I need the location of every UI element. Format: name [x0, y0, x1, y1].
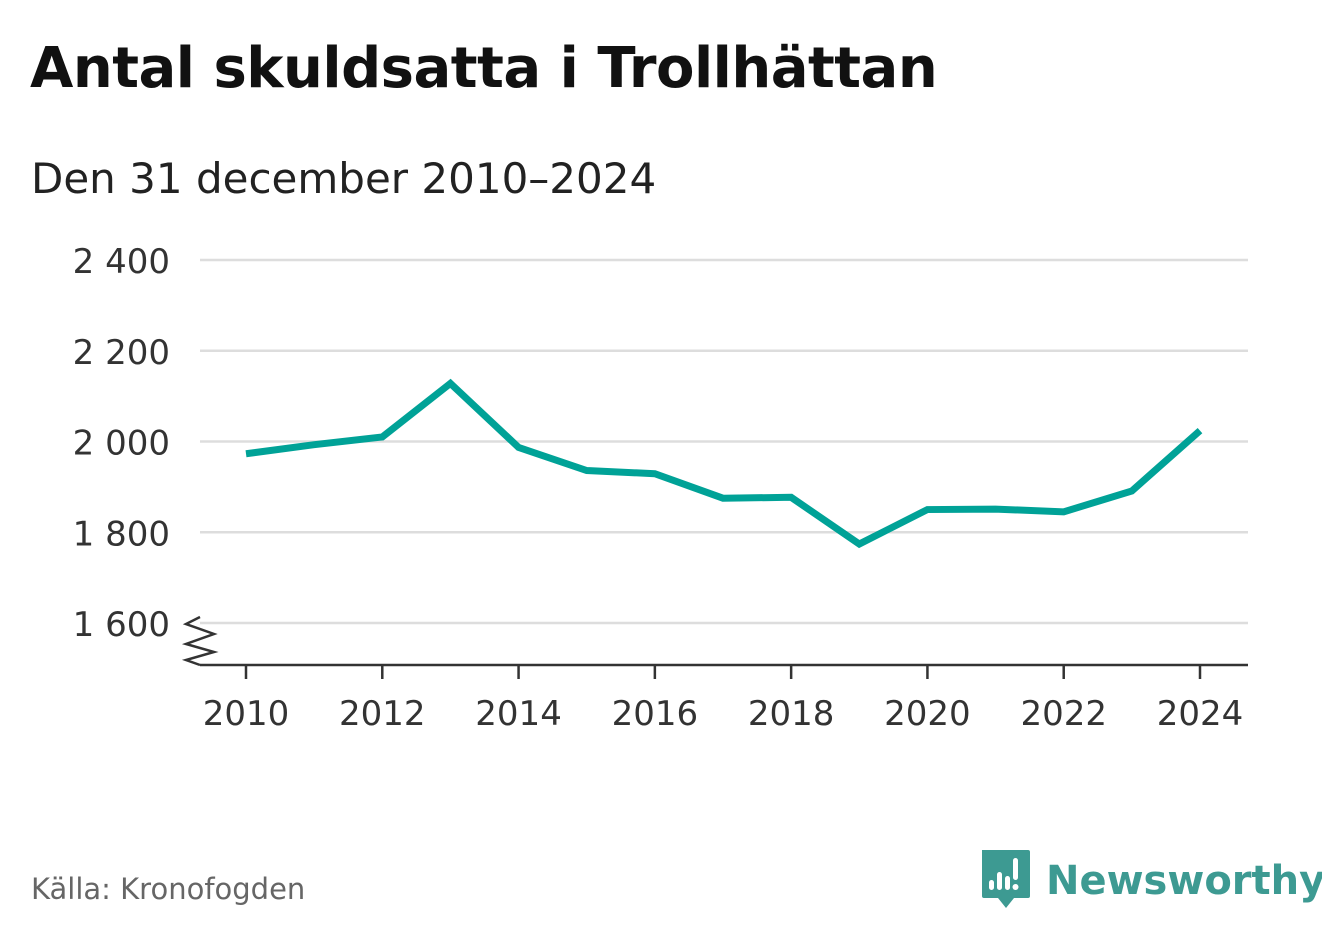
y-tick-label: 2 400 [73, 242, 170, 282]
chart-subtitle: Den 31 december 2010–2024 [31, 154, 657, 203]
y-tick-label: 1 800 [73, 514, 170, 554]
newsworthy-logo: Newsworthy [980, 850, 1322, 912]
y-tick-label: 2 000 [73, 424, 170, 464]
chart-title: Antal skuldsatta i Trollhättan [30, 36, 938, 101]
x-axis [181, 615, 1248, 667]
y-tick-label: 1 600 [73, 605, 170, 645]
x-tick-label: 2020 [884, 694, 971, 734]
y-tick-label: 2 200 [73, 333, 170, 373]
x-tick-label: 2018 [748, 694, 835, 734]
x-tick-label: 2022 [1020, 694, 1107, 734]
x-tick-label: 2024 [1157, 694, 1244, 734]
x-tick-label: 2012 [339, 694, 426, 734]
gridlines [200, 258, 1248, 625]
logo-text: Newsworthy [1046, 858, 1322, 904]
x-tick-label: 2016 [612, 694, 699, 734]
series-layer [245, 378, 1203, 549]
x-axis-ticks: 2010 2012 2014 2016 2018 2020 2022 2024 [203, 665, 1244, 734]
bar-chart-speech-bubble-icon [982, 850, 1030, 908]
source-note: Källa: Kronofogden [31, 872, 306, 906]
series-line [245, 378, 1203, 549]
axis-break-mark [181, 615, 219, 667]
y-axis-ticks: 1 600 1 800 2 000 2 200 2 400 [73, 242, 170, 645]
x-tick-label: 2010 [203, 694, 290, 734]
x-tick-label: 2014 [475, 694, 562, 734]
